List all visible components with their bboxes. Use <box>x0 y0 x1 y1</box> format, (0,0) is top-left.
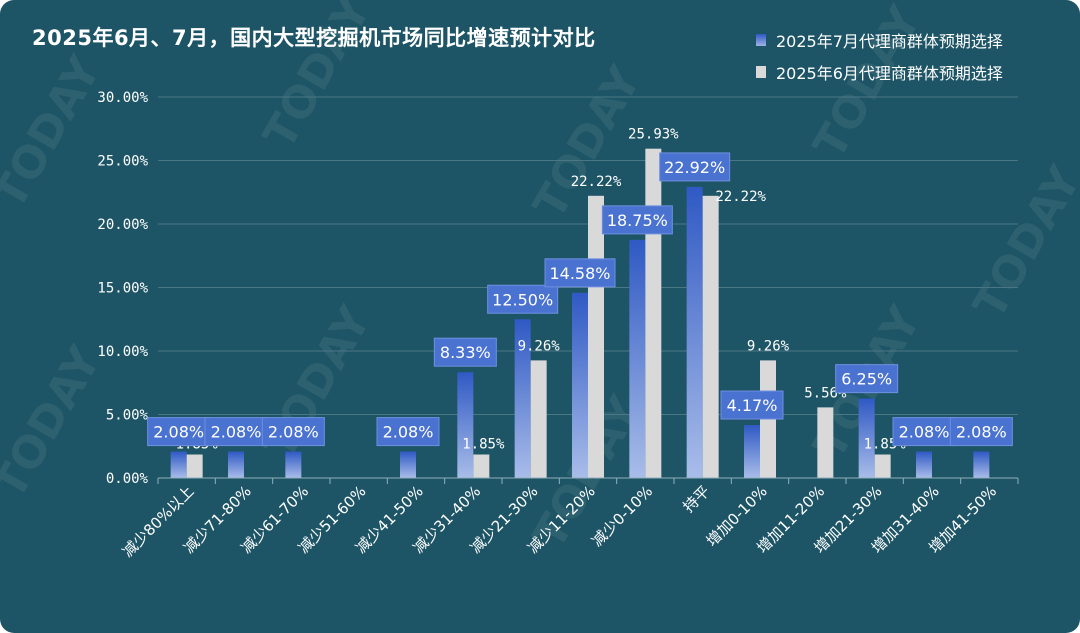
data-label-july: 2.08% <box>956 423 1007 442</box>
y-tick-label: 15.00% <box>97 281 148 297</box>
data-label-box-july <box>949 417 1013 447</box>
watermark-text: TODAY <box>964 157 1080 327</box>
data-label-box-july <box>261 417 325 447</box>
legend-swatch-june <box>756 66 766 78</box>
bar-july <box>686 186 703 478</box>
watermark-text: TODAY <box>254 0 382 157</box>
legend-item-july: 2025年7月代理商群体预期选择 <box>756 24 1003 56</box>
data-label-june: 1.85% <box>462 437 505 453</box>
bar-june <box>874 454 891 478</box>
bar-july <box>572 292 588 478</box>
y-tick-label: 10.00% <box>97 344 148 360</box>
data-label-box-july <box>659 152 731 182</box>
chart-title: 2025年6月、7月，国内大型挖掘机市场同比增速预计对比 <box>32 26 596 50</box>
bar-june <box>645 148 662 478</box>
data-label-july: 2.08% <box>211 423 262 442</box>
bar-june <box>186 454 203 478</box>
data-label-box-july <box>433 337 497 367</box>
data-label-june: 9.26% <box>747 338 790 354</box>
y-tick-label: 20.00% <box>97 217 148 233</box>
x-tick-label: 持平 <box>680 482 714 516</box>
bar-july <box>457 372 474 478</box>
data-label-july: 22.92% <box>664 158 725 177</box>
watermark-text: TODAY <box>0 47 112 217</box>
data-label-july: 2.08% <box>383 423 434 442</box>
data-label-june: 25.93% <box>628 127 679 143</box>
data-label-july: 2.08% <box>899 423 950 442</box>
bar-july <box>285 451 302 478</box>
bar-june <box>817 407 834 478</box>
legend-item-june: 2025年6月代理商群体预期选择 <box>756 56 1003 88</box>
data-label-box-july <box>720 390 784 420</box>
bar-june <box>530 360 547 478</box>
bar-july <box>170 451 187 478</box>
data-label-box-july <box>376 417 440 447</box>
data-label-july: 12.50% <box>492 290 553 309</box>
y-tick-label: 0.00% <box>106 471 149 487</box>
data-label-box-july <box>601 205 673 235</box>
data-label-box-july <box>892 417 956 447</box>
watermark-text: TODAY <box>804 0 932 167</box>
legend-label-july: 2025年7月代理商群体预期选择 <box>776 32 1003 51</box>
data-label-july: 18.75% <box>607 211 668 230</box>
bar-july <box>744 425 760 478</box>
watermark-text: TODAY <box>0 337 112 507</box>
data-label-box-july <box>544 258 616 288</box>
data-label-box-july <box>487 284 559 314</box>
data-label-box-july <box>835 364 899 394</box>
data-label-box-july <box>204 417 268 447</box>
bar-july <box>629 239 646 478</box>
y-tick-label: 25.00% <box>97 154 148 170</box>
y-tick-label: 5.00% <box>106 408 149 424</box>
data-label-june: 22.22% <box>715 189 766 205</box>
bar-july <box>858 398 875 478</box>
bar-june <box>473 454 490 478</box>
bar-july <box>916 451 932 478</box>
data-label-july: 2.08% <box>268 423 319 442</box>
bar-july <box>228 451 244 478</box>
bar-june <box>702 195 719 478</box>
data-label-june: 22.22% <box>571 174 622 190</box>
data-label-july: 2.08% <box>153 423 204 442</box>
bar-july <box>400 451 416 478</box>
bar-june <box>588 195 604 478</box>
bar-july <box>973 451 990 478</box>
data-label-july: 8.33% <box>440 343 491 362</box>
legend-swatch-july <box>756 34 766 46</box>
data-label-june: 9.26% <box>518 338 561 354</box>
bar-july <box>514 319 531 478</box>
y-tick-label: 30.00% <box>97 90 148 106</box>
legend-label-june: 2025年6月代理商群体预期选择 <box>776 64 1003 83</box>
data-label-july: 6.25% <box>841 370 892 389</box>
data-label-july: 14.58% <box>549 264 610 283</box>
legend: 2025年7月代理商群体预期选择 2025年6月代理商群体预期选择 <box>756 24 1003 88</box>
data-label-july: 4.17% <box>727 396 778 415</box>
